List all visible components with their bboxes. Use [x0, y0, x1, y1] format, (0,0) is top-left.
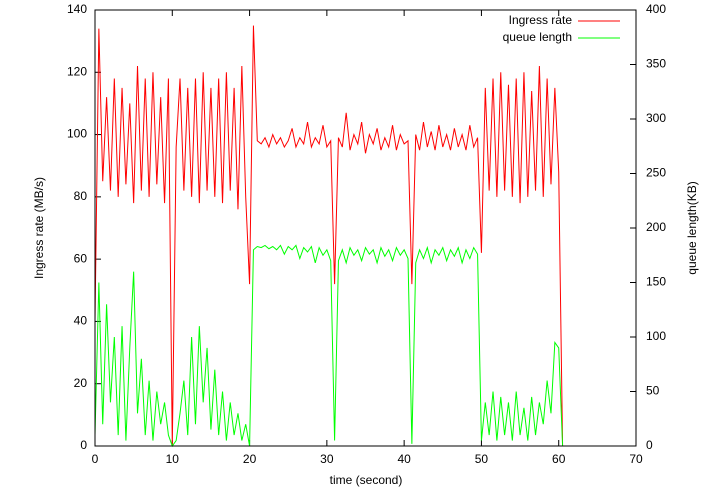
- y2-tick-label: 400: [646, 2, 666, 16]
- y-tick-label: 20: [74, 376, 88, 390]
- y2-tick-label: 150: [646, 275, 666, 289]
- y2-tick-label: 100: [646, 329, 666, 343]
- y2-axis-label: queue length(KB): [685, 181, 699, 274]
- x-tick-label: 0: [92, 452, 99, 466]
- y2-tick-label: 350: [646, 57, 666, 71]
- legend-label: queue length: [503, 30, 572, 44]
- y2-tick-label: 50: [646, 384, 660, 398]
- x-tick-label: 10: [166, 452, 180, 466]
- y2-tick-label: 200: [646, 220, 666, 234]
- x-tick-label: 40: [397, 452, 411, 466]
- y2-tick-label: 250: [646, 166, 666, 180]
- y-tick-label: 40: [74, 314, 88, 328]
- x-tick-label: 50: [475, 452, 489, 466]
- x-axis-label: time (second): [330, 473, 403, 487]
- y-axis-label: Ingress rate (MB/s): [32, 177, 46, 279]
- y2-tick-label: 0: [646, 438, 653, 452]
- y-tick-label: 0: [80, 438, 87, 452]
- legend-label: Ingress rate: [509, 13, 573, 27]
- plot-frame: [94, 9, 637, 447]
- y-tick-label: 100: [67, 127, 87, 141]
- x-tick-label: 60: [552, 452, 566, 466]
- y-tick-label: 120: [67, 64, 87, 78]
- x-tick-label: 20: [243, 452, 257, 466]
- y-tick-label: 80: [74, 189, 88, 203]
- x-tick-label: 30: [320, 452, 334, 466]
- series-line: [94, 25, 564, 447]
- x-tick-label: 70: [629, 452, 643, 466]
- y-tick-label: 140: [67, 2, 87, 16]
- series-line: [94, 244, 564, 448]
- y-tick-label: 60: [74, 251, 88, 265]
- y2-tick-label: 300: [646, 111, 666, 125]
